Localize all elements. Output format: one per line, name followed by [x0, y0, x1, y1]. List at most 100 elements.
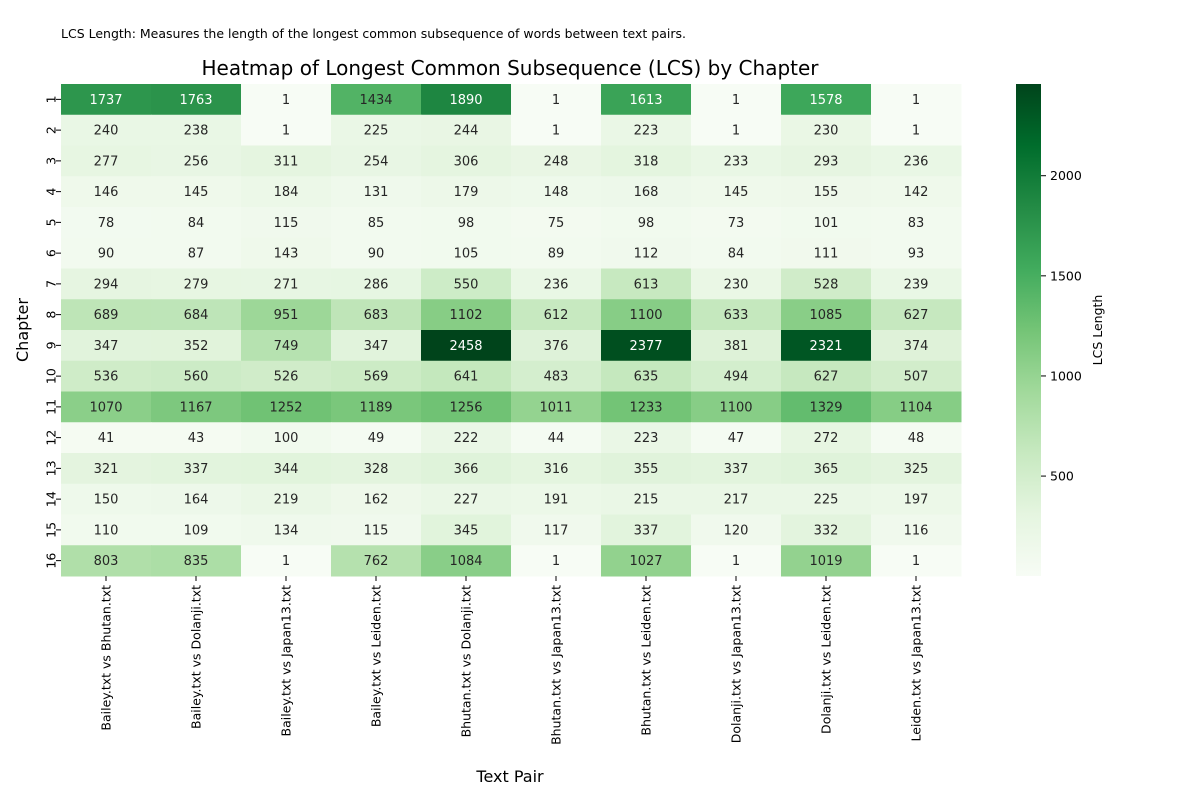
cell-value-label: 318 [634, 154, 659, 169]
y-tick-label: 15 [44, 522, 59, 538]
cell-value-label: 294 [94, 277, 119, 292]
heatmap-cell [691, 453, 782, 485]
colorbar-tick-label: 1000 [1050, 368, 1082, 383]
cell-value-label: 109 [184, 523, 209, 538]
cell-value-label: 105 [454, 247, 479, 262]
heatmap-cell [151, 360, 242, 392]
x-tick-label: Dolanji.txt vs Japan13.txt [729, 585, 744, 743]
cell-value-label: 225 [814, 493, 839, 508]
heatmap-cell [691, 114, 782, 146]
cell-value-label: 117 [544, 523, 569, 538]
cell-value-label: 325 [904, 462, 929, 477]
y-tick-label: 9 [44, 341, 59, 349]
cell-value-label: 1578 [809, 93, 842, 108]
cell-value-label: 41 [98, 431, 115, 446]
cell-value-label: 191 [544, 493, 569, 508]
heatmap-cell [601, 176, 692, 208]
cell-value-label: 145 [724, 185, 749, 200]
cell-value-label: 134 [274, 523, 299, 538]
heatmap-cell [61, 483, 152, 515]
cell-value-label: 306 [454, 154, 479, 169]
cell-value-label: 835 [184, 554, 209, 569]
heatmap-cell [871, 483, 962, 515]
heatmap-cell [781, 268, 872, 300]
x-tick-label: Bhutan.txt vs Dolanji.txt [459, 585, 474, 737]
heatmap-cell [511, 391, 602, 423]
heatmap-cell [511, 514, 602, 546]
heatmap-cell [871, 268, 962, 300]
cell-value-label: 227 [454, 493, 479, 508]
cell-value-label: 1 [282, 93, 290, 108]
cell-value-label: 344 [274, 462, 299, 477]
cell-value-label: 49 [368, 431, 385, 446]
heatmap-cell [61, 268, 152, 300]
cell-value-label: 230 [724, 277, 749, 292]
heatmap-cell [421, 299, 512, 331]
cell-value-label: 1737 [89, 93, 122, 108]
cell-value-label: 101 [814, 216, 839, 231]
y-tick-label: 3 [44, 157, 59, 165]
cell-value-label: 749 [274, 339, 299, 354]
cell-value-label: 2377 [629, 339, 662, 354]
heatmap-cell [781, 237, 872, 269]
cell-value-label: 43 [188, 431, 205, 446]
y-tick-label: 1 [44, 95, 59, 103]
cell-value-label: 1434 [359, 93, 392, 108]
cell-value-label: 1070 [89, 400, 122, 415]
cell-value-label: 1 [732, 93, 740, 108]
cell-value-label: 684 [184, 308, 209, 323]
cell-value-label: 1100 [629, 308, 662, 323]
colorbar-tick-label: 500 [1050, 469, 1074, 484]
heatmap-cell [331, 145, 422, 177]
heatmap-cell [331, 207, 422, 239]
cell-value-label: 366 [454, 462, 479, 477]
heatmap-cell [241, 545, 332, 577]
heatmap-cell [511, 145, 602, 177]
heatmap-cell [151, 391, 242, 423]
heatmap-cell [151, 84, 242, 116]
heatmap-cell [241, 84, 332, 116]
cell-value-label: 376 [544, 339, 569, 354]
cell-value-label: 1 [732, 124, 740, 139]
heatmap-cell [151, 330, 242, 362]
y-axis-label: Chapter [13, 298, 32, 362]
x-tick-label: Bailey.txt vs Japan13.txt [279, 585, 294, 737]
heatmap-cell [61, 360, 152, 392]
cell-value-label: 689 [94, 308, 119, 323]
heatmap-cell [61, 176, 152, 208]
cell-value-label: 627 [814, 370, 839, 385]
heatmap-cell [61, 114, 152, 146]
cell-value-label: 1027 [629, 554, 662, 569]
cell-value-label: 365 [814, 462, 839, 477]
cell-value-label: 612 [544, 308, 569, 323]
y-tick-label: 2 [44, 126, 59, 134]
heatmap-cell [871, 360, 962, 392]
cell-value-label: 641 [454, 370, 479, 385]
heatmap-cell [691, 176, 782, 208]
heatmap-cell [511, 299, 602, 331]
heatmap-cell [241, 483, 332, 515]
cell-value-label: 115 [274, 216, 299, 231]
cell-value-label: 89 [548, 247, 565, 262]
heatmap-cell [601, 514, 692, 546]
heatmap-cell [691, 545, 782, 577]
cell-value-label: 1084 [449, 554, 482, 569]
cell-value-label: 1 [552, 124, 560, 139]
cell-value-label: 272 [814, 431, 839, 446]
heatmap-cell [241, 422, 332, 454]
cell-value-label: 528 [814, 277, 839, 292]
colorbar-tick-label: 1500 [1050, 268, 1082, 283]
heatmap-cell [421, 330, 512, 362]
cell-value-label: 48 [908, 431, 925, 446]
heatmap-cell [511, 268, 602, 300]
heatmap-cell [601, 330, 692, 362]
cell-value-label: 613 [634, 277, 659, 292]
cell-value-label: 223 [634, 431, 659, 446]
cell-value-label: 1233 [629, 400, 662, 415]
cell-value-label: 84 [728, 247, 745, 262]
cell-value-label: 90 [98, 247, 115, 262]
cell-value-label: 2321 [809, 339, 842, 354]
cell-value-label: 143 [274, 247, 299, 262]
